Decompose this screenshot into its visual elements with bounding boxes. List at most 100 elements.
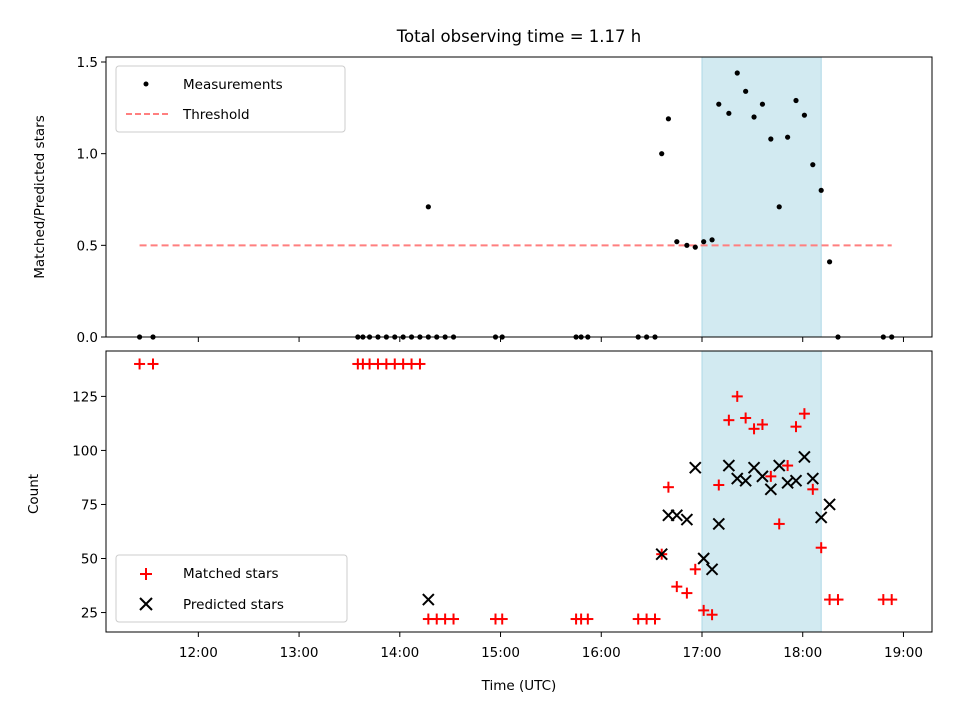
measurement-point — [726, 110, 732, 116]
bottom-panel-frame — [105, 350, 933, 633]
bottom-y-axis-label: Count — [26, 474, 42, 514]
measurement-point — [785, 134, 791, 140]
matched-star-point — [807, 483, 819, 495]
top-panel: 0.0 0.5 1.0 1.5 Matched/Predicted stars Mea… — [32, 55, 933, 346]
legend-measurements-label: Measurements — [183, 77, 283, 93]
matched-star-point — [706, 609, 718, 621]
matched-star-point — [414, 358, 426, 370]
bottom-x-tick-label: 16:00 — [582, 645, 621, 661]
measurement-point — [734, 70, 740, 76]
matched-star-point — [886, 594, 898, 606]
matched-star-point — [671, 581, 683, 593]
predicted-star-point — [764, 483, 778, 496]
bottom-y-tick-label: 50 — [81, 552, 98, 568]
top-panel-frame — [105, 56, 933, 338]
predicted-star-point — [773, 459, 786, 472]
measurement-point — [743, 88, 749, 94]
measurement-point — [818, 187, 824, 193]
top-y-tick-label: 0.0 — [77, 330, 98, 346]
measurement-point — [716, 101, 722, 107]
top-y-axis: 0.0 0.5 1.0 1.5 — [77, 55, 106, 346]
top-shaded-interval — [701, 56, 822, 338]
measurement-point — [826, 259, 833, 265]
shaded-interval-rect — [701, 350, 822, 633]
predicted-star-point — [739, 474, 752, 487]
predicted-star-point — [712, 517, 725, 531]
legend-measurements-marker — [143, 81, 149, 87]
shaded-interval-rect — [701, 56, 822, 338]
bottom-y-tick-label: 125 — [72, 389, 98, 405]
matched-star-point — [748, 423, 760, 435]
top-x-tick-marks — [197, 337, 904, 342]
bottom-x-axis: 12:00 13:00 14:00 15:00 16:00 17:00 18:00 19:00 — [179, 632, 923, 661]
bottom-x-tick-label: 15:00 — [481, 645, 520, 661]
top-y-tick-label: 0.5 — [77, 238, 98, 254]
matched-star-point — [649, 613, 661, 625]
matched-star-point — [740, 412, 752, 424]
measurement-point — [709, 237, 715, 243]
matched-star-point — [782, 460, 794, 472]
matched-star-point — [448, 613, 460, 625]
matched-star-point — [765, 470, 777, 482]
matched-star-point — [496, 613, 508, 625]
predicted-star-point — [705, 563, 719, 576]
measurement-point — [665, 116, 672, 122]
predicted-star-point — [722, 459, 736, 472]
top-y-tick-label: 1.5 — [77, 55, 98, 71]
predicted-star-point — [798, 450, 811, 464]
bottom-x-tick-label: 14:00 — [380, 645, 419, 661]
matched-star-point — [723, 414, 735, 426]
matched-star-point — [662, 481, 674, 493]
bottom-legend-box — [115, 554, 348, 623]
measurement-point — [801, 112, 808, 118]
measurement-point — [793, 97, 799, 104]
measurement-point — [768, 136, 774, 142]
matched-star-point — [713, 479, 725, 491]
measurement-point — [659, 151, 665, 157]
top-y-tick-label: 1.0 — [77, 147, 98, 163]
measurement-point — [674, 239, 680, 245]
matched-star-point — [698, 604, 710, 616]
predicted-star-point — [422, 593, 435, 606]
legend-predicted-marker — [139, 597, 153, 611]
legend-matched-marker — [140, 568, 152, 580]
bottom-y-tick-label: 100 — [72, 443, 98, 459]
measurement-point — [759, 101, 766, 107]
bottom-series — [134, 358, 898, 625]
matched-star-point — [790, 421, 802, 433]
predicted-star-point — [670, 509, 684, 522]
measurement-point — [751, 114, 757, 120]
matched-star-point — [756, 418, 768, 430]
bottom-legend: Matched stars Predicted stars — [115, 554, 348, 623]
measurement-point — [684, 242, 690, 248]
bottom-y-tick-label: 75 — [81, 497, 98, 513]
measurement-point — [692, 244, 698, 250]
top-y-axis-label: Matched/Predicted stars — [32, 115, 48, 278]
legend-threshold-label: Threshold — [182, 107, 250, 123]
bottom-shaded-interval — [701, 350, 822, 633]
predicted-star-point — [655, 547, 668, 561]
measurement-point — [425, 204, 431, 210]
bottom-x-tick-label: 17:00 — [683, 645, 722, 661]
predicted-star-point — [680, 513, 694, 526]
predicted-star-point — [806, 472, 820, 485]
bottom-panel: 25 50 75 100 125 12:00 13:00 14:00 15:00 16:00 17… — [26, 350, 933, 694]
predicted-star-point — [689, 461, 702, 474]
chart-title: Total observing time = 1.17 h — [396, 27, 641, 46]
predicted-star-point — [697, 552, 710, 565]
measurement-point — [776, 204, 782, 210]
predicted-star-point — [756, 470, 769, 483]
legend-matched-label: Matched stars — [183, 566, 279, 582]
predicted-star-point — [823, 498, 836, 511]
bottom-x-tick-label: 19:00 — [884, 645, 923, 661]
measurement-point — [810, 162, 816, 168]
bottom-x-tick-label: 13:00 — [280, 645, 319, 661]
top-legend-box — [115, 65, 346, 133]
legend-predicted-label: Predicted stars — [183, 597, 284, 613]
measurement-point — [701, 239, 707, 245]
matched-star-point — [832, 594, 844, 606]
bottom-x-tick-label: 12:00 — [179, 645, 218, 661]
bottom-y-axis: 25 50 75 100 125 — [72, 389, 106, 622]
top-legend: Measurements Threshold — [115, 65, 346, 133]
